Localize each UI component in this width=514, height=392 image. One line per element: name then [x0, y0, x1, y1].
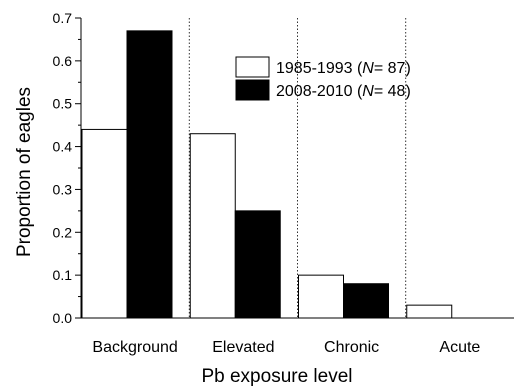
y-tick-label: 0.4 — [53, 139, 73, 155]
x-tick-label: Acute — [439, 339, 480, 356]
legend-series-1-name: 1985-1993 — [276, 60, 353, 77]
legend-swatch-series-1 — [235, 56, 270, 78]
legend-series-1-n-label: N — [362, 60, 374, 77]
bar-1-acute — [406, 304, 453, 319]
y-axis-title: Proportion of eagles — [14, 87, 35, 257]
y-tick-label: 0.1 — [53, 267, 73, 283]
y-tick-label: 0.0 — [53, 310, 73, 326]
legend-series-1-paren: ( — [353, 60, 363, 77]
y-tick-label: 0.3 — [53, 181, 73, 197]
x-tick-label: Background — [92, 339, 177, 356]
legend-entry-series-1: 1985-1993 (N= 87) — [276, 60, 411, 77]
legend-series-2-name: 2008-2010 — [276, 83, 353, 100]
bar-1-chronic — [298, 274, 344, 319]
legend-series-2-n-label: N — [362, 83, 374, 100]
legend: 1985-1993 (N= 87) 2008-2010 (N= 48) — [235, 56, 411, 101]
legend-series-1-n-value: = 87) — [374, 60, 411, 77]
legend-swatch-series-2 — [235, 79, 270, 101]
y-tick-label: 0.6 — [53, 53, 73, 69]
legend-series-2-n-value: = 48) — [374, 83, 411, 100]
plot-area: Background Elevated Chronic Acute 0.0 0.1 0.2 0… — [53, 10, 514, 356]
legend-entry-series-2: 2008-2010 (N= 48) — [276, 83, 411, 100]
y-tick-label: 0.7 — [53, 10, 73, 26]
bar-1-elevated — [189, 133, 236, 319]
y-tick-label: 0.2 — [53, 224, 73, 240]
x-tick-label: Elevated — [212, 339, 274, 356]
y-tick-label: 0.5 — [53, 96, 73, 112]
legend-series-2-paren: ( — [353, 83, 363, 100]
bar-2-elevated — [234, 210, 281, 319]
bar-2-chronic — [343, 283, 389, 319]
x-axis-title: Pb exposure level — [201, 366, 352, 387]
bar-1-background — [81, 128, 128, 319]
x-tick-label: Chronic — [324, 339, 379, 356]
bar-2-background — [126, 30, 173, 319]
